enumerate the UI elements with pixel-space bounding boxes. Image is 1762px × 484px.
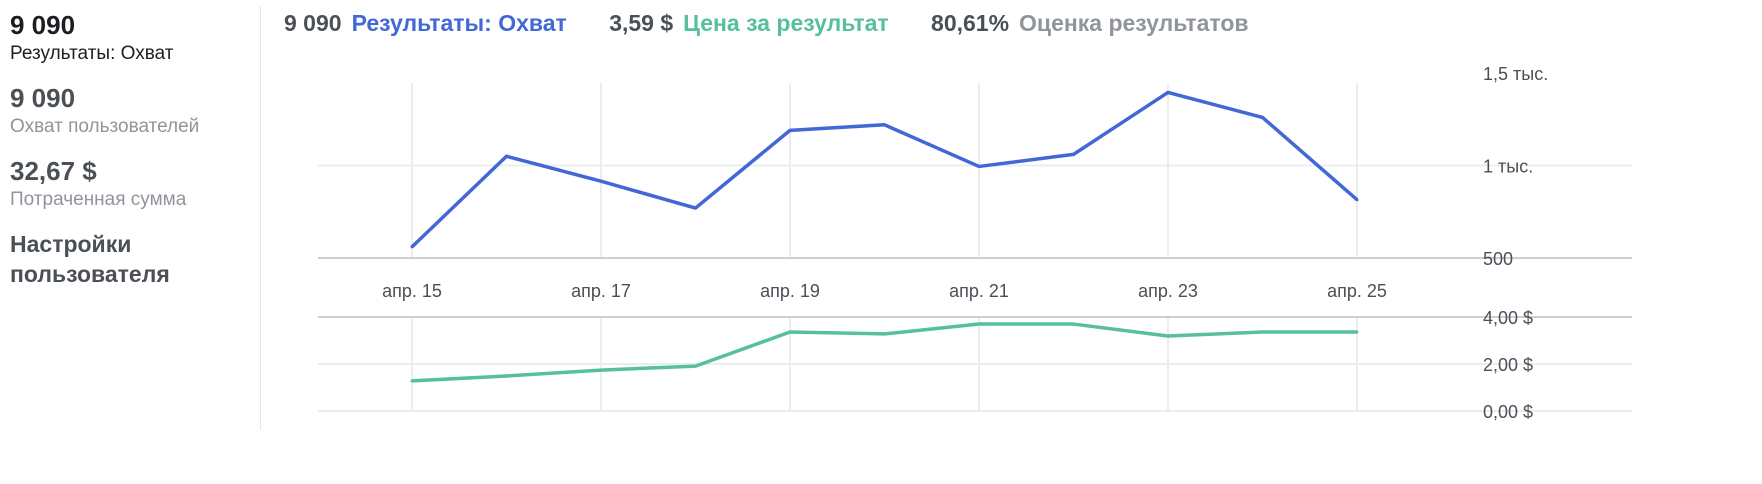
y-tick-label: 0,00 $ [1483, 402, 1533, 422]
data-point [410, 379, 414, 383]
data-point [1166, 334, 1170, 338]
results-label: Результаты: Охват [10, 43, 174, 64]
y-tick-label: 4,00 $ [1483, 308, 1533, 328]
data-point [1261, 330, 1264, 334]
legend-cost-label[interactable]: Цена за результат [683, 10, 889, 36]
data-point [883, 123, 886, 127]
x-tick-label: апр. 17 [571, 281, 631, 301]
data-point [1355, 198, 1359, 202]
divider [260, 6, 261, 430]
results-value: 9 090 [10, 10, 76, 40]
data-point [505, 154, 508, 158]
x-tick-label: апр. 19 [760, 281, 820, 301]
data-point [977, 322, 981, 326]
user-settings-link[interactable]: Настройки пользователя [10, 231, 170, 287]
reach-label: Охват пользователей [10, 116, 200, 137]
data-point [1072, 322, 1075, 326]
data-point [788, 330, 792, 334]
data-point [1072, 152, 1075, 156]
spent-value: 32,67 $ [10, 156, 97, 186]
spent-label: Потраченная сумма [10, 189, 187, 210]
x-tick-label: апр. 21 [949, 281, 1009, 301]
series-line [410, 90, 1359, 249]
y-tick-label: 2,00 $ [1483, 355, 1533, 375]
data-point [410, 245, 414, 249]
y-tick-label: 1,5 тыс. [1483, 64, 1548, 84]
data-point [1261, 115, 1264, 119]
x-tick-label: апр. 25 [1327, 281, 1387, 301]
legend-score-label[interactable]: Оценка результатов [1019, 10, 1249, 36]
data-point [1355, 330, 1359, 334]
summary-sidebar: 9 090 Результаты: Охват 9 090 Охват поль… [10, 0, 260, 289]
legend-results-value: 9 090 [284, 10, 342, 36]
data-point [1166, 90, 1170, 94]
data-point [505, 374, 508, 378]
x-tick-label: апр. 15 [382, 281, 442, 301]
data-point [694, 206, 697, 210]
chart-legend: 9 090 Результаты: Охват 3,59 $ Цена за рез… [284, 10, 1259, 37]
data-point [977, 164, 981, 168]
y-tick-label: 500 [1483, 249, 1513, 269]
data-point [788, 128, 792, 132]
data-point [599, 179, 603, 183]
legend-cost-value: 3,59 $ [609, 10, 674, 36]
y-tick-label: 1 тыс. [1483, 157, 1533, 177]
data-point [883, 332, 886, 336]
data-point [599, 368, 603, 372]
legend-score-value: 80,61% [931, 10, 1010, 36]
reach-value: 9 090 [10, 83, 76, 113]
x-tick-label: апр. 23 [1138, 281, 1198, 301]
legend-results-label[interactable]: Результаты: Охват [351, 10, 567, 36]
data-point [694, 364, 697, 368]
